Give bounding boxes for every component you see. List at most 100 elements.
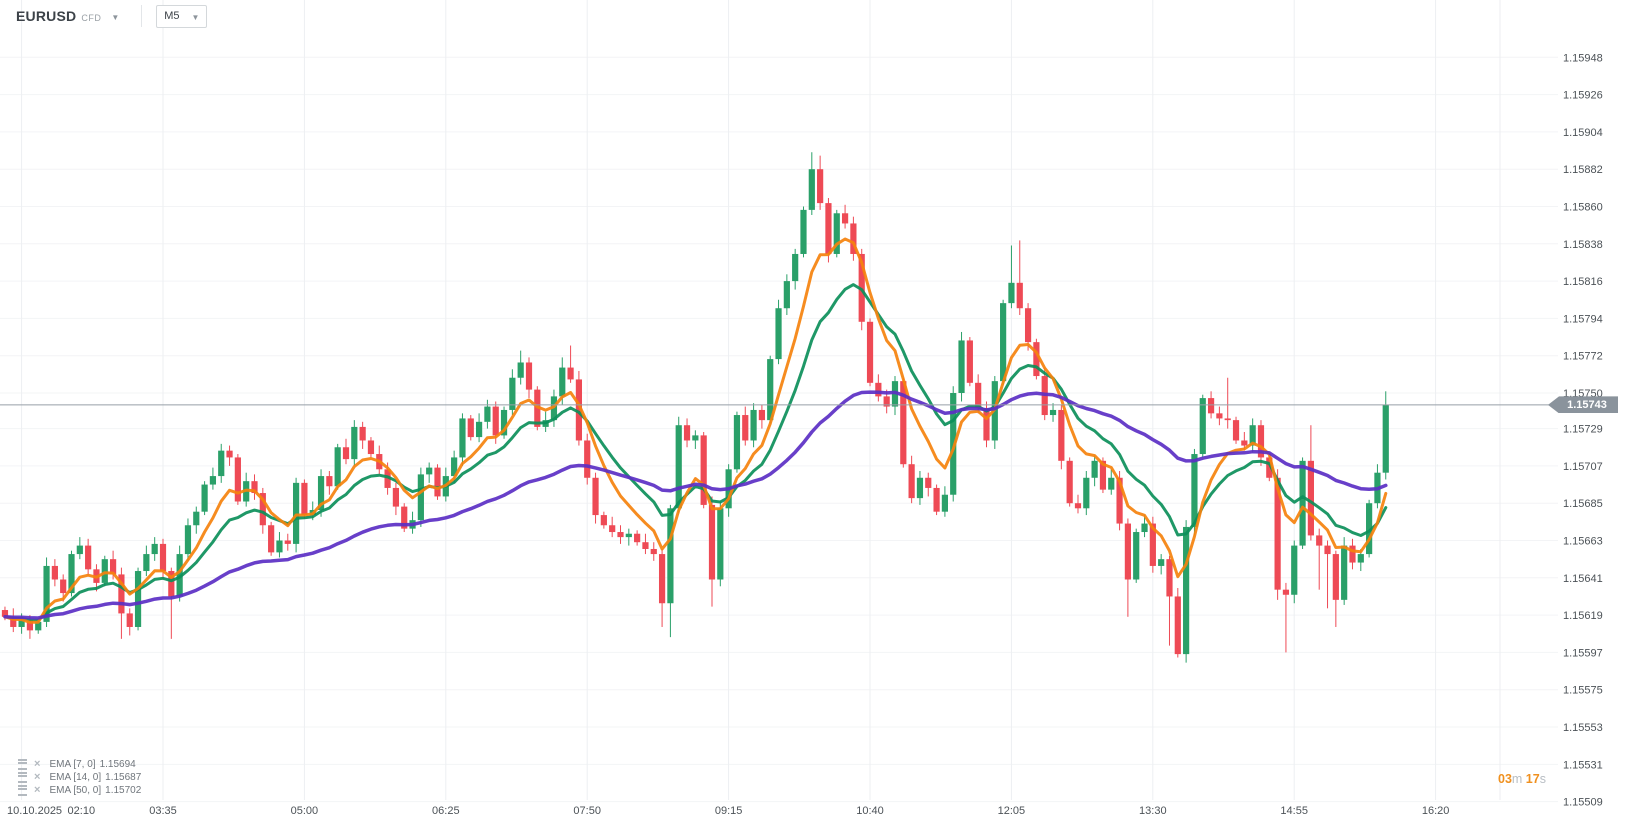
price-tick-label: 1.15663 — [1563, 536, 1603, 548]
candle — [193, 511, 200, 526]
symbol-chevron-down-icon: ▼ — [111, 12, 120, 22]
candle — [559, 367, 566, 397]
candle — [1033, 342, 1040, 377]
candle — [342, 447, 350, 460]
candle — [841, 213, 849, 224]
candle — [750, 409, 757, 441]
candle — [1324, 545, 1331, 555]
candle — [1332, 554, 1339, 600]
indicator-row-ema7: × EMA [7, 0] 1.15694 — [18, 758, 141, 770]
candle — [1049, 409, 1057, 416]
candle — [268, 525, 275, 553]
timeframe-value: M5 — [164, 10, 180, 22]
price-tick-label: 1.15685 — [1563, 498, 1603, 510]
candle — [609, 525, 616, 533]
indicator-settings-icon[interactable] — [18, 784, 27, 796]
indicator-settings-icon[interactable] — [18, 758, 27, 770]
candle — [592, 477, 599, 516]
candle — [950, 393, 957, 495]
candle — [1191, 454, 1198, 527]
time-tick-label: 05:00 — [291, 805, 319, 817]
candle — [883, 396, 890, 407]
candle — [1232, 420, 1240, 441]
candle — [908, 464, 915, 499]
time-tick-label: 07:50 — [573, 805, 601, 817]
candle — [916, 477, 924, 499]
candle — [941, 494, 948, 512]
candle — [708, 504, 716, 580]
candle — [783, 281, 790, 309]
countdown-seconds-unit: s — [1539, 772, 1546, 786]
candle — [76, 545, 83, 555]
candle — [1282, 589, 1290, 595]
indicator-remove-icon[interactable]: × — [34, 770, 41, 783]
candle — [742, 415, 749, 441]
candle — [1141, 523, 1148, 533]
candle — [351, 426, 358, 460]
candle — [426, 467, 433, 475]
price-tick-label: 1.15816 — [1563, 276, 1603, 288]
indicator-remove-icon[interactable]: × — [34, 783, 41, 796]
symbol-name[interactable]: EURUSD — [16, 8, 77, 24]
time-tick-label: 14:55 — [1280, 805, 1308, 817]
candle — [1341, 545, 1348, 600]
candle — [617, 532, 624, 538]
indicator-remove-icon[interactable]: × — [34, 757, 41, 770]
candle — [1257, 425, 1265, 458]
candle — [825, 203, 832, 254]
candle — [359, 426, 366, 441]
price-tick-label: 1.15948 — [1563, 52, 1603, 64]
time-tick-label: 10:40 — [856, 805, 884, 817]
countdown-seconds: 17 — [1522, 772, 1540, 786]
candle — [683, 425, 691, 441]
candle — [767, 359, 774, 421]
ema7-line — [3, 237, 1388, 624]
candle — [251, 481, 258, 494]
candle — [384, 469, 391, 488]
candle — [575, 379, 583, 441]
gridlines — [0, 0, 1558, 803]
candle — [434, 467, 441, 497]
candles-layer — [1, 152, 1389, 663]
candle — [817, 169, 824, 204]
candle — [800, 209, 807, 254]
indicator-row-ema14: × EMA [14, 0] 1.15687 — [18, 771, 141, 783]
candle — [1207, 398, 1215, 414]
candle — [509, 377, 516, 410]
last-price-value: 1.15743 — [1567, 398, 1607, 411]
chart-header: EURUSD CFD ▼ M5 ▼ — [0, 0, 600, 32]
time-tick-label: 10.10.2025 02:10 — [7, 805, 95, 817]
candle — [292, 482, 300, 544]
candle — [1008, 282, 1015, 304]
candle — [467, 418, 474, 438]
candle — [658, 554, 666, 604]
candle — [1016, 282, 1023, 309]
candle — [1133, 532, 1140, 580]
candle — [675, 425, 682, 509]
candle — [775, 308, 782, 360]
candle — [43, 565, 50, 622]
indicator-legend: × EMA [7, 0] 1.15694 × EMA [14, 0] 1.156… — [18, 758, 141, 797]
indicator-label: EMA [50, 0] — [49, 784, 102, 796]
candle — [1108, 477, 1115, 490]
candle — [1158, 559, 1165, 566]
candle — [1024, 308, 1032, 343]
candle — [866, 321, 874, 383]
time-tick-label: 03:35 — [149, 805, 177, 817]
candle — [276, 540, 283, 553]
candle — [1000, 303, 1007, 382]
timeframe-select[interactable]: M5 ▼ — [156, 4, 208, 28]
indicator-label: EMA [14, 0] — [49, 771, 102, 783]
candle — [525, 362, 533, 390]
candle — [717, 508, 724, 580]
candle — [642, 542, 649, 549]
price-tick-label: 1.15860 — [1563, 201, 1603, 213]
timeframe-chevron-down-icon: ▼ — [191, 12, 200, 22]
candle — [1249, 425, 1256, 446]
indicator-settings-icon[interactable] — [18, 771, 27, 783]
candle — [334, 447, 341, 487]
candle — [126, 613, 133, 627]
candle — [600, 515, 607, 526]
